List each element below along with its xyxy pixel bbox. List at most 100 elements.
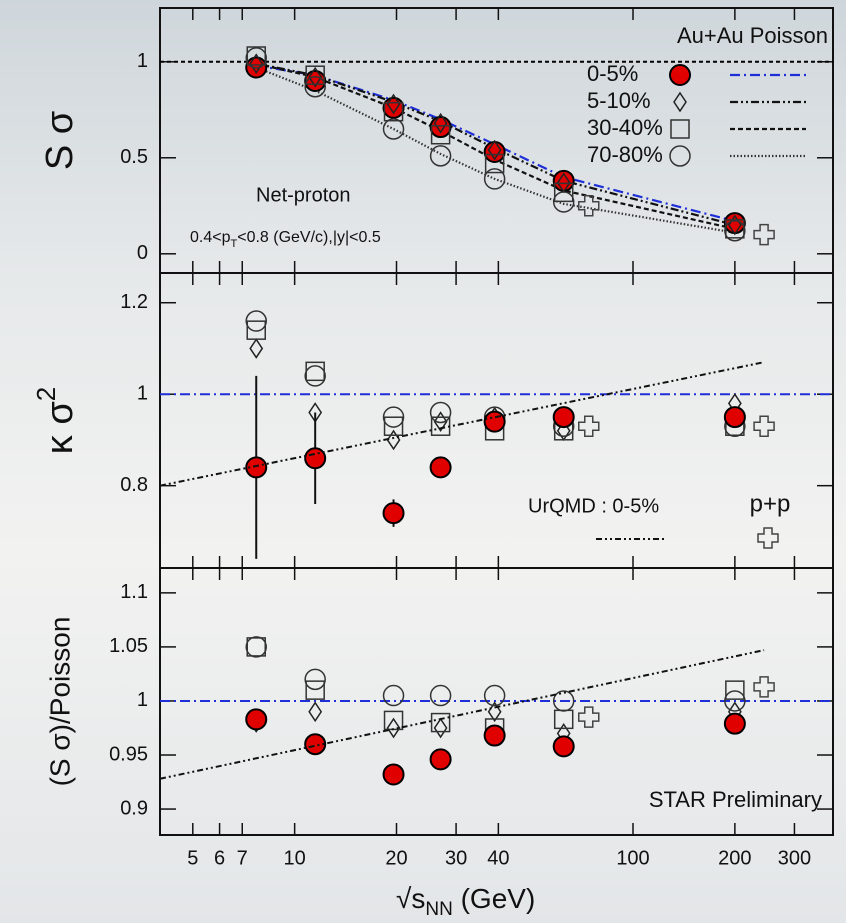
legend-label: p+p <box>750 490 791 517</box>
marker <box>429 748 452 771</box>
marker <box>724 220 746 242</box>
marker <box>753 676 775 698</box>
y-axis-title-sup: 2 <box>31 387 61 401</box>
y-tick-label: 0.95 <box>109 743 148 765</box>
x-tick-label: 100 <box>616 847 649 869</box>
marker <box>483 724 506 747</box>
marker <box>249 53 264 75</box>
marker <box>382 118 405 140</box>
x-tick-label: 30 <box>445 847 467 869</box>
marker <box>386 717 401 739</box>
marker <box>304 668 326 691</box>
marker <box>304 733 327 756</box>
marker <box>430 712 451 733</box>
marker <box>552 690 575 712</box>
marker <box>304 365 326 387</box>
marker <box>308 701 323 723</box>
marker <box>304 69 327 92</box>
marker <box>383 101 404 122</box>
marker <box>723 712 746 735</box>
marker <box>429 684 452 707</box>
legend-marker <box>670 119 690 139</box>
x-axis-title-sub: NN <box>425 899 452 920</box>
marker <box>246 320 266 340</box>
marker <box>753 415 775 437</box>
legend-label: 70-80% <box>587 142 663 167</box>
x-tick-label: 20 <box>385 847 407 869</box>
marker <box>725 680 745 700</box>
marker <box>383 416 404 436</box>
x-tick-label: 10 <box>284 847 306 869</box>
legend-label: 30-40% <box>587 115 663 140</box>
marker <box>433 411 448 432</box>
x-tick-label: 7 <box>237 847 248 869</box>
marker <box>725 219 745 239</box>
annotation-part: <0.8 (GeV/c),|y|<0.5 <box>237 229 381 246</box>
legend-title: Au+Au Poisson <box>677 23 828 48</box>
marker <box>430 124 451 145</box>
marker <box>578 706 600 728</box>
y-tick-label: 1 <box>137 689 148 711</box>
y-tick-label: 1.05 <box>109 635 148 657</box>
x-axis-title-part: √s <box>396 883 425 914</box>
marker <box>433 112 448 134</box>
y-tick-label: 0.5 <box>120 146 148 168</box>
marker <box>723 406 746 429</box>
marker <box>552 191 575 213</box>
x-tick-label: 200 <box>718 847 751 869</box>
marker <box>386 93 401 115</box>
marker <box>552 735 575 758</box>
legend-marker <box>669 64 691 86</box>
annotation: STAR Preliminary <box>649 787 822 812</box>
marker <box>305 680 325 700</box>
y-tick-label: 1.2 <box>120 291 148 313</box>
x-tick-label: 5 <box>187 847 198 869</box>
marker <box>245 636 267 658</box>
marker <box>429 401 452 424</box>
legend-marker <box>757 527 779 549</box>
marker <box>753 223 775 246</box>
y-tick-label: 0 <box>137 242 148 264</box>
y-tick-label: 1 <box>137 50 148 72</box>
x-axis-title: √sNN (GeV) <box>396 883 535 920</box>
marker <box>382 684 405 707</box>
marker <box>429 145 452 167</box>
annotation-part: 0.4<p <box>190 229 231 246</box>
x-tick-label: 6 <box>214 847 225 869</box>
legend-label: 5-10% <box>587 88 651 113</box>
marker <box>483 684 506 707</box>
marker <box>382 763 405 786</box>
marker <box>487 139 502 161</box>
x-axis-title-part: (GeV) <box>453 883 535 914</box>
marker <box>724 690 746 712</box>
annotation: Net-proton <box>256 184 351 206</box>
y-axis-title: S σ <box>39 111 81 170</box>
marker <box>245 456 268 479</box>
legend-label: UrQMD : 0-5% <box>528 495 659 517</box>
model-line <box>159 649 765 780</box>
annotation-sub: T <box>230 238 237 250</box>
model-line <box>159 361 765 487</box>
marker <box>429 456 452 479</box>
marker <box>246 637 266 657</box>
y-tick-label: 0.9 <box>120 797 148 819</box>
marker <box>578 195 600 217</box>
y-axis-title: (S σ)/Poisson <box>44 617 75 787</box>
marker <box>578 415 600 437</box>
marker <box>305 65 325 85</box>
marker <box>552 406 575 429</box>
annotation: 0.4<pT<0.8 (GeV/c),|y|<0.5 <box>190 229 381 250</box>
legend-marker <box>669 145 691 167</box>
x-tick-label: 40 <box>487 847 509 869</box>
y-tick-label: 1.1 <box>120 581 148 603</box>
marker <box>483 168 506 190</box>
legend-marker <box>673 91 687 113</box>
marker <box>249 338 264 359</box>
marker <box>382 96 405 119</box>
marker <box>245 310 267 332</box>
marker <box>304 75 326 98</box>
marker <box>433 717 448 739</box>
marker <box>382 502 405 525</box>
